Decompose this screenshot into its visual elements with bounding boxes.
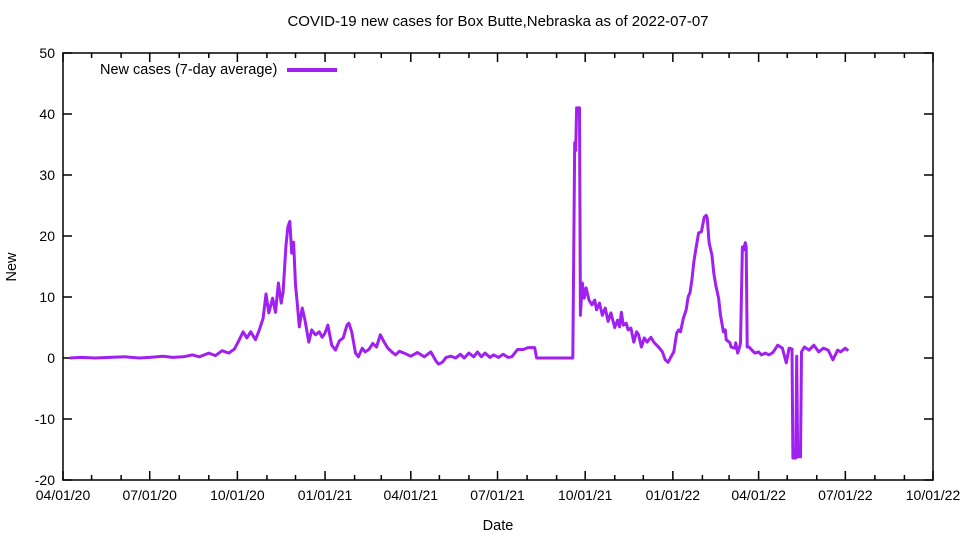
data-line-new-cases <box>69 106 850 460</box>
x-tick-label: 07/01/20 <box>122 487 177 503</box>
y-tick-label: -10 <box>35 411 55 427</box>
y-axis-label: New <box>4 252 20 282</box>
x-tick-label: 07/01/22 <box>818 487 873 503</box>
legend: New cases (7-day average) <box>100 62 338 78</box>
plot-border <box>62 52 934 481</box>
y-tick-label: 40 <box>39 106 55 122</box>
x-axis-label: Date <box>482 518 514 534</box>
y-tick-label: 50 <box>39 45 55 61</box>
x-tick-label: 10/01/20 <box>210 487 265 503</box>
x-tick-label: 10/01/22 <box>906 487 960 503</box>
x-tick-label: 04/01/21 <box>384 487 439 503</box>
chart-title: COVID-19 new cases for Box Butte,Nebrask… <box>287 13 709 30</box>
y-tick-label: 30 <box>39 167 55 183</box>
x-tick-label: 04/01/22 <box>731 487 786 503</box>
y-tick-label: 10 <box>39 289 55 305</box>
x-tick-label: 04/01/20 <box>36 487 91 503</box>
y-tick-label: -20 <box>35 472 55 488</box>
y-tick-label: 0 <box>47 350 55 366</box>
x-tick-label: 07/01/21 <box>470 487 525 503</box>
legend-line-sample <box>287 68 338 72</box>
x-tick-label: 01/01/21 <box>298 487 353 503</box>
x-tick-label: 10/01/21 <box>558 487 613 503</box>
y-tick-label: 20 <box>39 228 55 244</box>
x-tick-label: 01/01/22 <box>646 487 701 503</box>
legend-label: New cases (7-day average) <box>100 62 278 78</box>
